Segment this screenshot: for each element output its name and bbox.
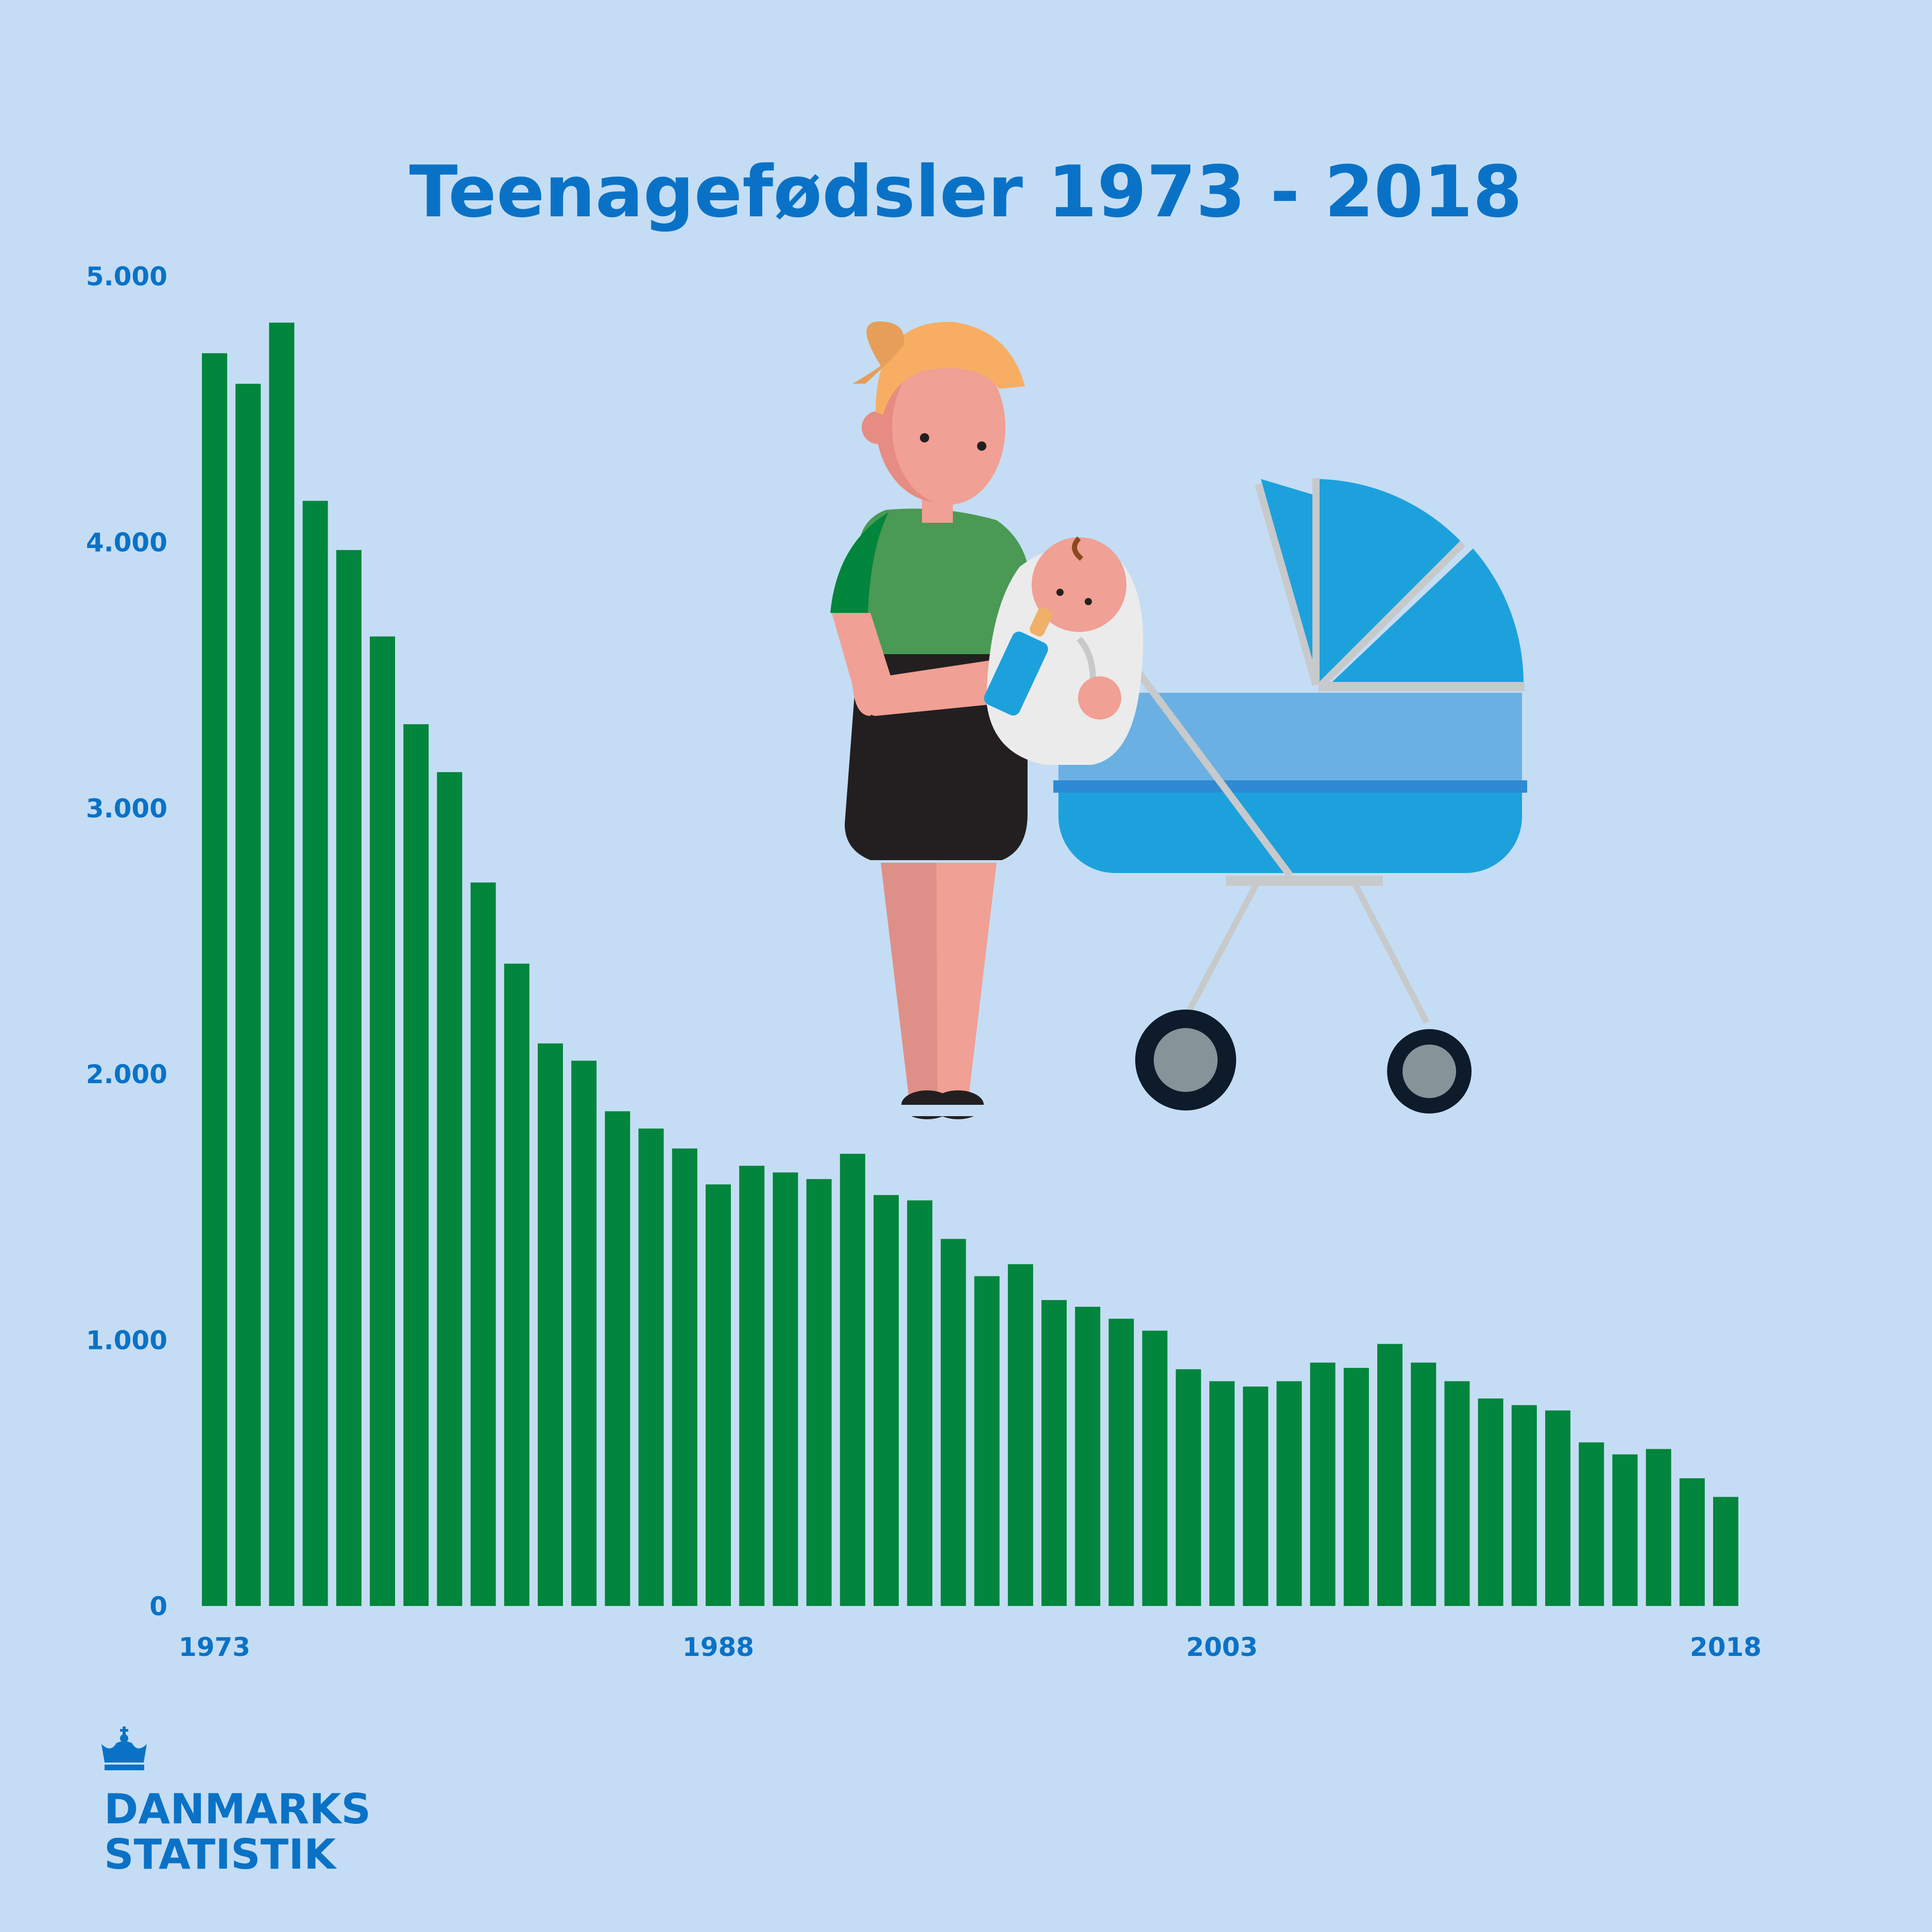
bar-1994 <box>907 1200 933 1606</box>
bar-1990 <box>773 1172 798 1606</box>
bar-1996 <box>974 1276 1000 1606</box>
bar-1985 <box>605 1111 630 1606</box>
bar-2018 <box>1713 1497 1738 1606</box>
bar-2007 <box>1343 1367 1369 1606</box>
bar-1977 <box>336 550 362 1606</box>
x-tick-label: 1988 <box>682 1632 754 1662</box>
bar-1995 <box>941 1239 966 1606</box>
bar-2003 <box>1209 1381 1235 1606</box>
bar-1981 <box>470 882 496 1606</box>
bar-2014 <box>1579 1442 1604 1606</box>
bar-1978 <box>370 636 395 1606</box>
bar-1989 <box>739 1166 765 1606</box>
bar-1992 <box>840 1154 865 1606</box>
bar-2012 <box>1511 1405 1537 1606</box>
bar-1999 <box>1075 1307 1101 1606</box>
brand-line-2: STATISTIK <box>104 1831 337 1878</box>
brand-logo: DANMARKS STATISTIK <box>101 1726 371 1878</box>
mother-icon <box>830 321 1030 1119</box>
bar-1988 <box>706 1184 731 1606</box>
y-tick-label: 1.000 <box>86 1326 167 1356</box>
x-axis: 1973 1988 2003 2018 <box>179 1632 1762 1662</box>
x-tick-label: 2003 <box>1186 1632 1258 1662</box>
bars <box>202 322 1738 1606</box>
baby-icon <box>984 536 1143 765</box>
pram-icon <box>1053 478 1527 1114</box>
bar-1986 <box>638 1129 664 1606</box>
bar-1976 <box>302 501 328 1606</box>
bar-1998 <box>1041 1300 1067 1606</box>
bar-2010 <box>1444 1381 1470 1606</box>
bar-1997 <box>1007 1264 1033 1606</box>
bar-2016 <box>1646 1449 1671 1606</box>
brand-line-1: DANMARKS <box>104 1785 371 1833</box>
crown-icon <box>101 1726 147 1770</box>
bar-2004 <box>1243 1387 1269 1606</box>
bar-1980 <box>437 772 463 1606</box>
bar-2015 <box>1612 1454 1638 1606</box>
bar-2011 <box>1478 1398 1503 1606</box>
y-tick-label: 5.000 <box>86 262 167 292</box>
bar-2017 <box>1679 1478 1705 1606</box>
bar-2005 <box>1276 1381 1302 1606</box>
bar-1991 <box>806 1179 832 1606</box>
bar-1979 <box>403 724 429 1606</box>
bar-1984 <box>571 1061 597 1606</box>
bar-1975 <box>269 322 295 1606</box>
bar-1973 <box>202 353 227 1606</box>
bar-2013 <box>1545 1410 1570 1606</box>
bar-1987 <box>672 1148 697 1606</box>
bar-2009 <box>1411 1362 1437 1606</box>
y-tick-label: 4.000 <box>86 527 167 557</box>
bar-1982 <box>504 963 529 1606</box>
bar-2006 <box>1310 1362 1336 1606</box>
bar-2002 <box>1175 1369 1201 1606</box>
y-axis: 0 1.000 2.000 3.000 4.000 5.000 <box>86 262 167 1621</box>
y-tick-label: 3.000 <box>86 794 167 824</box>
y-tick-label: 2.000 <box>86 1059 167 1089</box>
x-tick-label: 2018 <box>1690 1632 1762 1662</box>
bar-1974 <box>235 384 261 1606</box>
bar-2008 <box>1377 1344 1403 1606</box>
bar-1993 <box>874 1195 899 1606</box>
bar-2001 <box>1142 1330 1168 1606</box>
bar-1983 <box>538 1043 563 1606</box>
y-tick-label: 0 <box>149 1592 167 1621</box>
bar-2000 <box>1108 1319 1134 1606</box>
teen-mother-with-baby-and-pram-icon <box>830 321 1527 1119</box>
chart-title: Teenagefødsler 1973 - 2018 <box>409 150 1522 233</box>
x-tick-label: 1973 <box>179 1632 250 1662</box>
